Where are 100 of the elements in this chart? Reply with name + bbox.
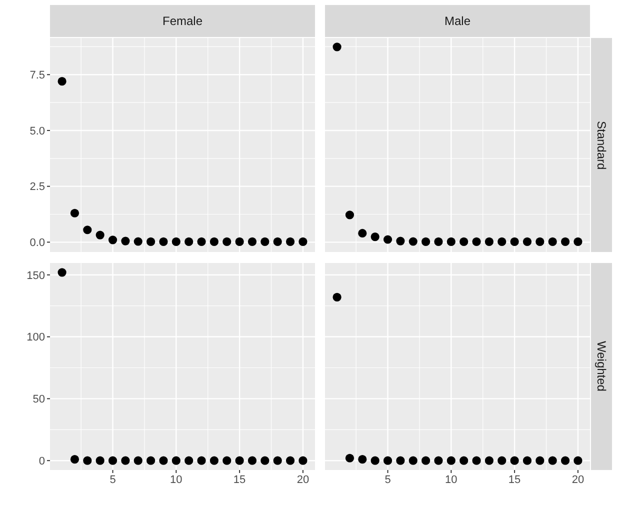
point	[298, 456, 308, 465]
point	[560, 237, 570, 246]
point	[70, 208, 80, 218]
x-tick-label: 20	[296, 474, 310, 486]
point	[286, 456, 295, 465]
point	[510, 456, 519, 465]
point	[358, 455, 367, 464]
point	[434, 237, 443, 246]
point	[108, 456, 118, 465]
text: Standard	[594, 120, 608, 170]
point	[70, 455, 80, 464]
point	[260, 456, 270, 465]
point	[383, 456, 392, 465]
point	[370, 232, 380, 242]
x-tick-label: 10	[445, 474, 458, 486]
point	[548, 456, 557, 465]
point	[332, 42, 342, 52]
point	[472, 237, 481, 246]
point	[345, 454, 354, 462]
y-tick-label: 7.5	[30, 70, 45, 82]
y-tick-label: 0.0	[30, 237, 45, 250]
point	[498, 456, 506, 465]
point	[536, 237, 544, 246]
point	[58, 77, 66, 86]
point	[446, 456, 456, 465]
point	[134, 456, 142, 465]
point	[172, 237, 180, 246]
point	[197, 237, 206, 246]
y-tick-label: 0	[38, 455, 45, 468]
point	[574, 456, 582, 465]
y-tick-label: 150	[26, 270, 45, 282]
y-tick-label: 50	[32, 394, 45, 406]
chart-title: Female	[50, 5, 315, 37]
point	[446, 237, 456, 246]
point	[184, 237, 194, 246]
point	[235, 456, 244, 465]
point	[210, 237, 218, 246]
x-tick-label: 15	[508, 474, 521, 486]
point	[222, 237, 232, 246]
point	[345, 210, 354, 220]
point	[298, 237, 308, 246]
point	[222, 456, 232, 465]
point	[248, 456, 257, 465]
point	[146, 237, 156, 246]
x-tick-label: 10	[170, 474, 182, 486]
point	[332, 292, 342, 302]
point	[522, 456, 532, 465]
point	[83, 456, 92, 465]
point	[522, 237, 532, 246]
point	[273, 456, 282, 465]
point	[383, 235, 392, 244]
point	[510, 237, 519, 246]
point	[422, 237, 430, 246]
y-tick-label: 5.0	[30, 125, 45, 138]
x-tick-label: 5	[384, 474, 391, 486]
point	[560, 456, 570, 465]
point	[370, 456, 380, 465]
point	[197, 456, 206, 465]
point	[121, 456, 130, 465]
point	[548, 237, 557, 246]
point	[434, 456, 443, 465]
point	[96, 230, 104, 240]
point	[396, 236, 405, 246]
point	[460, 237, 468, 246]
point	[498, 237, 506, 246]
point	[146, 456, 156, 465]
y-tick-label: 100	[26, 332, 45, 344]
point	[484, 456, 494, 465]
point	[108, 236, 118, 244]
point	[184, 456, 194, 465]
point	[286, 237, 295, 246]
point	[121, 236, 130, 246]
chart-title: Male	[325, 5, 590, 37]
point	[574, 237, 582, 246]
point	[83, 226, 92, 234]
point	[159, 237, 168, 246]
point	[172, 456, 180, 465]
point	[159, 456, 168, 465]
x-tick-label: 15	[233, 474, 246, 486]
point	[248, 237, 257, 246]
point	[96, 456, 104, 465]
point	[460, 456, 468, 465]
point	[536, 456, 544, 465]
point	[210, 456, 218, 465]
point	[396, 456, 405, 465]
point	[472, 456, 481, 465]
point	[58, 268, 66, 277]
x-tick-label: 5	[110, 474, 116, 486]
point	[422, 456, 430, 465]
point	[273, 237, 282, 246]
point	[484, 237, 494, 246]
point	[408, 456, 418, 465]
text: Weighted	[594, 341, 608, 392]
point	[358, 228, 367, 238]
point	[408, 237, 418, 246]
y-tick-label: 2.5	[30, 181, 45, 194]
point	[235, 237, 244, 246]
point	[260, 237, 270, 246]
point	[134, 237, 142, 246]
x-tick-label: 20	[572, 474, 584, 486]
